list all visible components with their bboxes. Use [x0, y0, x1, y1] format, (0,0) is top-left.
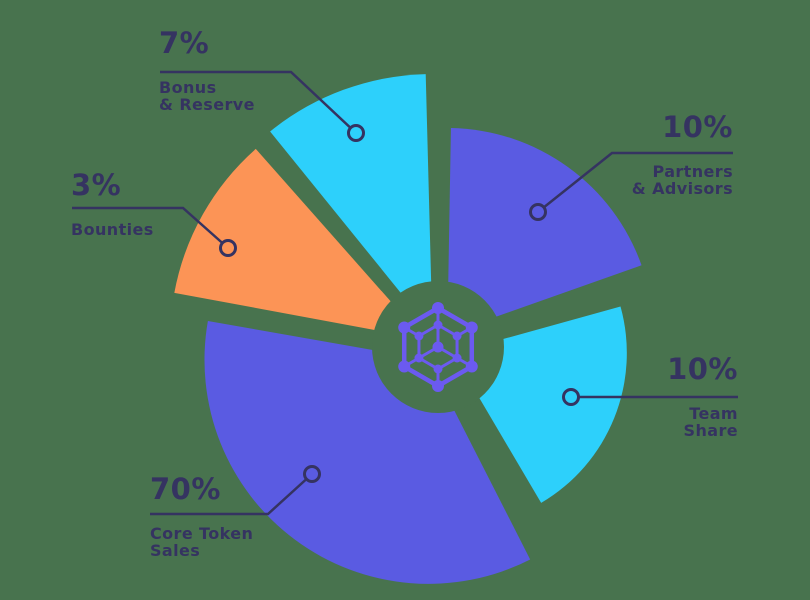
pie-slice-core-token-sales: [204, 320, 531, 584]
callout-marker-bounties: [219, 239, 237, 257]
slice-name-team-share: Team Share: [667, 405, 738, 439]
slice-name-line: & Reserve: [159, 95, 255, 114]
slice-name-bounties: Bounties: [71, 221, 154, 238]
slice-name-line: & Advisors: [631, 179, 733, 198]
slice-name-line: Partners: [652, 162, 733, 181]
callout-marker-bonus-reserve: [347, 124, 365, 142]
slice-percent-core-token-sales: 70%: [150, 472, 221, 506]
pie-slice-partners-advisors: [447, 128, 642, 335]
slice-label-bonus-reserve: 7% Bonus & Reserve: [159, 28, 255, 113]
slice-label-team-share: 10% Team Share: [667, 354, 738, 439]
slice-name-core-token-sales: Core Token Sales: [150, 525, 253, 559]
slice-label-core-token-sales: 70% Core Token Sales: [150, 474, 253, 559]
callout-line-bonus-reserve: [160, 70, 357, 134]
slice-label-partners-advisors: 10% Partners & Advisors: [632, 112, 733, 197]
slice-name-bonus-reserve: Bonus & Reserve: [159, 79, 255, 113]
callout-line-partners-advisors: [537, 151, 733, 213]
hexagon-network-logo: [398, 302, 478, 392]
slice-name-line: Team: [689, 404, 738, 423]
pie-slice-bounties: [174, 148, 425, 340]
slice-label-bounties: 3% Bounties: [71, 170, 154, 238]
slice-name-line: Bounties: [71, 220, 154, 239]
callout-marker-partners-advisors: [529, 203, 547, 221]
slice-percent-bonus-reserve: 7%: [159, 26, 210, 60]
pie-slice-bonus-reserve: [270, 74, 433, 332]
slice-name-line: Core Token: [150, 524, 254, 543]
slice-name-line: Share: [683, 421, 738, 440]
callout-marker-team-share: [562, 388, 580, 406]
slice-percent-partners-advisors: 10%: [662, 110, 733, 144]
callout-line-bounties: [72, 206, 229, 249]
slice-percent-team-share: 10%: [667, 352, 738, 386]
slice-percent-bounties: 3%: [71, 168, 122, 202]
slice-name-line: Bonus: [159, 78, 217, 97]
callout-line-core-token-sales: [150, 473, 313, 516]
slice-name-line: Sales: [150, 541, 201, 560]
callout-marker-core-token-sales: [303, 465, 321, 483]
slice-name-partners-advisors: Partners & Advisors: [632, 163, 733, 197]
